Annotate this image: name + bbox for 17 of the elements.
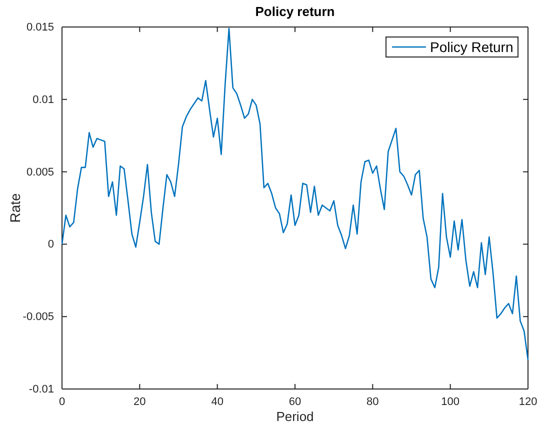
- chart-title: Policy return: [255, 4, 335, 19]
- y-tick-label: 0: [48, 238, 54, 251]
- x-tick-label: 120: [518, 396, 538, 408]
- y-tick-label: -0.005: [22, 311, 54, 324]
- y-tick-label: -0.01: [28, 384, 54, 396]
- y-tick-label: 0.01: [32, 94, 54, 106]
- y-tick-label: 0.015: [26, 22, 54, 34]
- x-tick-label: 20: [134, 396, 146, 408]
- y-axis-title: Rate: [7, 193, 23, 223]
- x-tick-label: 0: [58, 396, 66, 408]
- x-tick-label: 40: [211, 396, 224, 408]
- x-axis-title: Period: [276, 409, 314, 424]
- legend-label: Policy Return: [430, 39, 514, 55]
- y-tick-label: 0.005: [26, 166, 54, 178]
- x-tick-label: 100: [441, 396, 460, 408]
- x-tick-label: 80: [366, 396, 379, 408]
- x-tick-label: 60: [288, 396, 302, 408]
